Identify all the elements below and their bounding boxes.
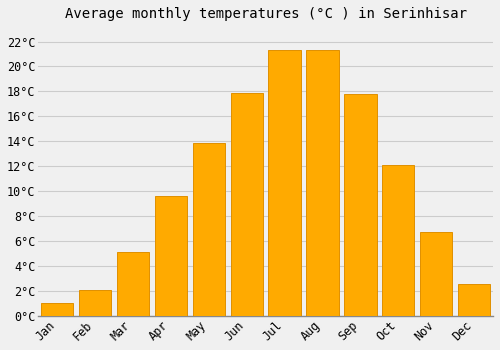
Bar xyxy=(306,50,338,316)
Bar xyxy=(230,93,263,316)
Bar xyxy=(382,165,414,316)
Bar xyxy=(268,50,300,316)
Bar xyxy=(41,303,74,316)
Title: Average monthly temperatures (°C ) in Serinhisar: Average monthly temperatures (°C ) in Se… xyxy=(64,7,466,21)
Bar xyxy=(420,232,452,316)
Bar xyxy=(192,142,225,316)
Bar xyxy=(155,196,187,316)
Bar xyxy=(344,94,376,316)
Bar xyxy=(117,252,149,316)
Bar xyxy=(79,290,111,316)
Bar xyxy=(458,284,490,316)
